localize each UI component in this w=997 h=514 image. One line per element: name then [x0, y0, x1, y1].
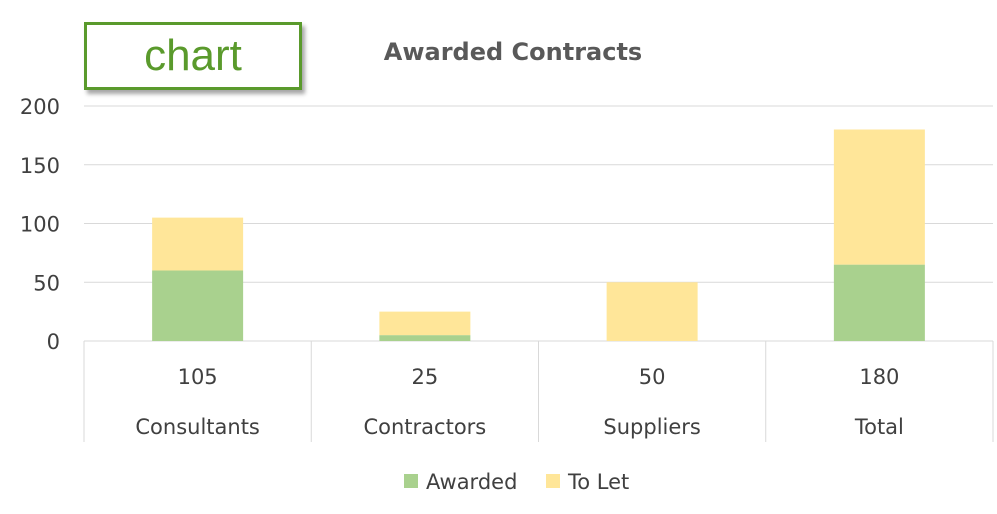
y-tick-label: 100 — [20, 213, 60, 237]
bar-to-let-total — [833, 129, 925, 265]
legend-swatch-awarded — [404, 474, 418, 488]
chart-title: Awarded Contracts — [384, 38, 642, 66]
category-total-label: 105 — [178, 365, 218, 389]
category-total-label: 50 — [639, 365, 666, 389]
y-tick-label: 0 — [47, 330, 60, 354]
y-tick-label: 200 — [20, 95, 60, 119]
bar-awarded-consultants — [152, 270, 244, 341]
bars — [152, 129, 925, 341]
y-axis-ticks: 0 50 100 150 200 — [20, 95, 60, 354]
category-total-label: 25 — [412, 365, 439, 389]
category-table: 105 Consultants 25 Contractors 50 Suppliers 18… — [83, 341, 994, 442]
legend-swatch-to-let — [546, 474, 560, 488]
y-tick-label: 50 — [33, 271, 60, 295]
y-tick-label: 150 — [20, 154, 60, 178]
bar-awarded-contractors — [379, 335, 471, 341]
category-label: Total — [854, 415, 904, 439]
category-total-label: 180 — [859, 365, 899, 389]
bar-awarded-total — [833, 264, 925, 341]
legend-label: To Let — [567, 470, 629, 494]
bar-to-let-contractors — [379, 311, 471, 336]
bar-to-let-suppliers — [606, 282, 698, 341]
legend: Awarded To Let — [404, 470, 629, 494]
category-label: Consultants — [135, 415, 260, 439]
chart-badge-label: chart — [144, 31, 242, 80]
category-label: Contractors — [363, 415, 486, 439]
category-label: Suppliers — [603, 415, 700, 439]
legend-label: Awarded — [426, 470, 517, 494]
bar-to-let-consultants — [152, 217, 244, 271]
chart-badge: chart — [84, 22, 302, 90]
